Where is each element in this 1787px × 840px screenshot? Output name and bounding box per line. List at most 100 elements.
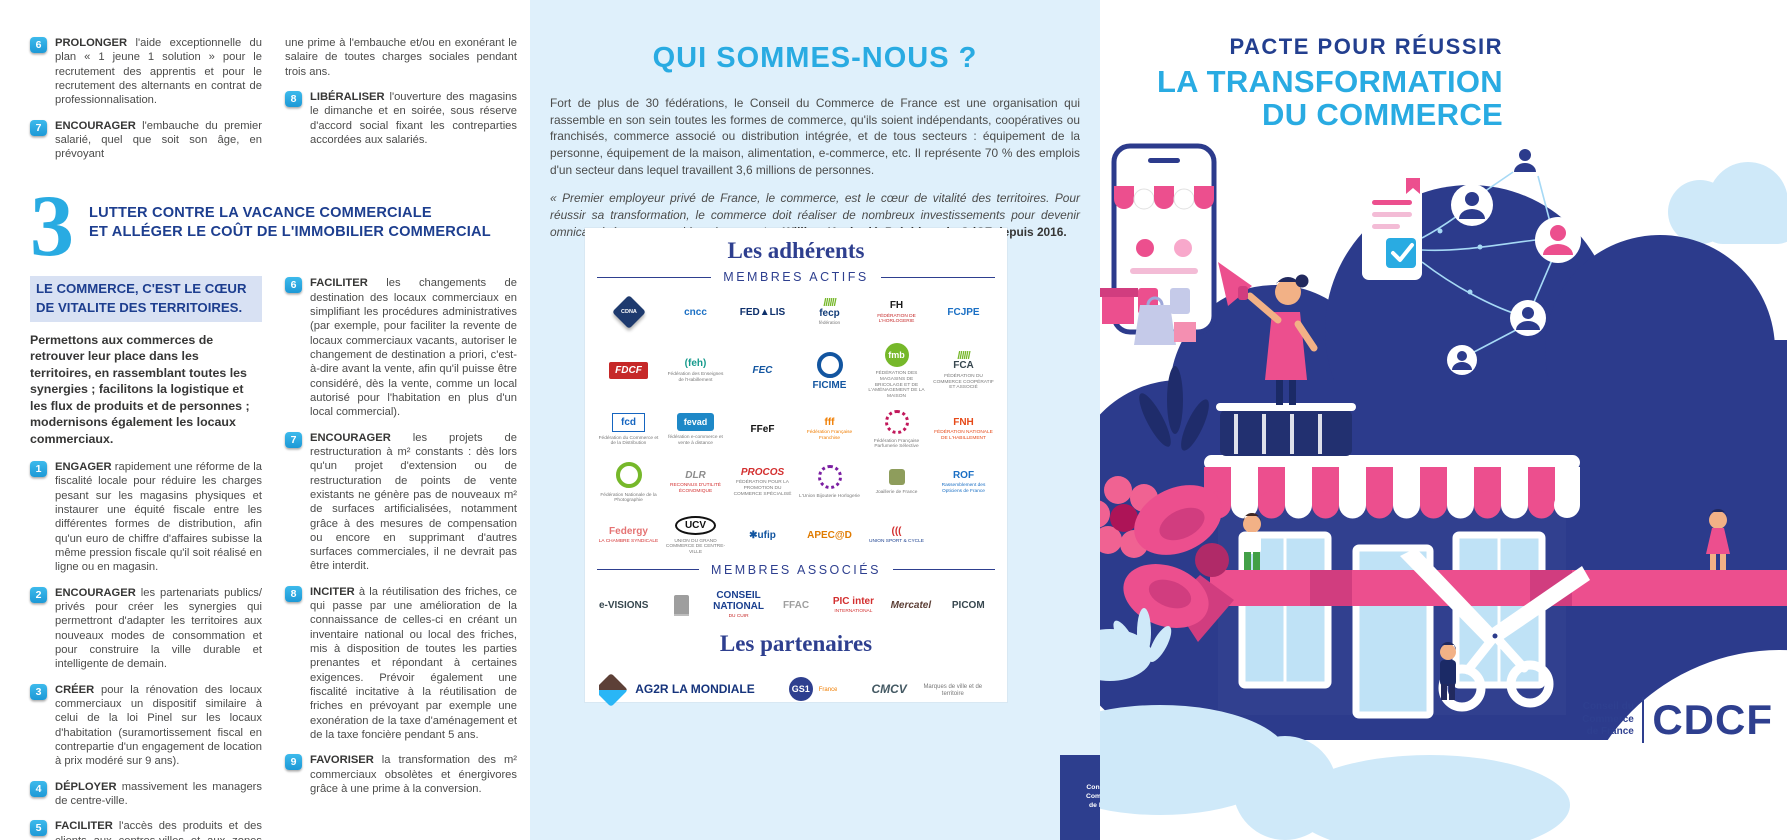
avatar-circle [1510, 300, 1546, 336]
partners-logo-row: AG2R LA MONDIALE GS1 France CMCV Marques de … [597, 663, 995, 717]
members-card: Les adhérents MEMBRES ACTIFS CDNA cncc FED… [585, 228, 1007, 707]
item-number-badge: 5 [30, 820, 47, 837]
associate-members-logo-grid: e-VISIONS CONSEIL NATIONAL DU CUIR FFAC PIC … [597, 583, 995, 629]
avatar-circle [1451, 184, 1493, 226]
network-lines [1421, 169, 1553, 353]
action-item-3: 3 CRÉER pour la rénovation des locaux co… [30, 683, 262, 769]
plant-leaves [1139, 366, 1209, 451]
network-dots [1437, 228, 1483, 295]
item-number-badge: 8 [285, 585, 302, 602]
logo-federgy: Federgy LA CHAMBRE SYNDICALE [598, 525, 659, 545]
action-item-text: FACILITER les changements de destination… [310, 277, 517, 419]
item-number-badge: 2 [30, 586, 47, 603]
highlight-statement: LE COMMERCE, C'EST LE CŒUR DE VITALITE D… [30, 276, 262, 322]
gift-boxes [1100, 288, 1196, 345]
figure-right [1706, 509, 1730, 570]
cloud-top-right [1668, 162, 1787, 244]
action-item-8: 8 INCITER à la réutilisation des friches… [285, 585, 517, 743]
section-3-header: 3 LUTTER CONTRE LA VACANCE COMMERCIALE E… [30, 177, 517, 275]
item-number-badge: 1 [30, 461, 47, 478]
logo-fec: FEC [752, 365, 773, 377]
logo-logo: Fédération Nationale de la Photographie [597, 460, 660, 506]
logo-apec-d: APEC@D [807, 529, 852, 541]
logo-ffac: FFAC [782, 599, 810, 611]
about-section: QUI SOMMES-NOUS ? Fort de plus de 30 féd… [530, 0, 1100, 240]
members-assoc-label: MEMBRES ASSOCIÉS [597, 563, 995, 577]
logo-ficime: FICIME [798, 343, 861, 400]
cover-title-transformation: LA TRANSFORMATION [1156, 64, 1503, 99]
action-item-text: ENCOURAGER les projets de restructuratio… [310, 431, 517, 573]
action-item-7: 7 ENCOURAGER les projets de restructurat… [285, 431, 517, 574]
phone-awning [1114, 186, 1214, 210]
cover-illustration [1100, 143, 1787, 840]
logo-fdcf: FDCF [597, 343, 660, 400]
logo-rof: ROF Rassemblement des Opticiens de France [941, 469, 986, 494]
logo-logo: L'Union Bijouterie Horlogerie [798, 460, 861, 506]
logo-ufip: ✱ufip [749, 529, 776, 541]
panel-left: 6 PROLONGER l'aide exceptionnelle du pla… [0, 0, 530, 840]
item-number-badge: 7 [285, 431, 302, 448]
logo-logo [654, 583, 707, 629]
logo-ffef: FFeF [750, 423, 775, 435]
action-item-text: CRÉER pour la rénovation des locaux comm… [55, 683, 262, 768]
action-item-text: ENCOURAGER l'embauche du premier salarié… [55, 119, 262, 161]
action-item-text: FACILITER l'accès des produits et des cl… [55, 820, 262, 840]
action-item-text: ENCOURAGER les partenariats publics/ pri… [55, 586, 262, 671]
logo-fcd: fcd Fédération du Commerce et de la Distr… [597, 407, 660, 453]
figure-door [1440, 642, 1456, 700]
logo-e-visions: e-VISIONS [598, 599, 649, 611]
action-item-text: FAVORISER la transformation des m² comme… [310, 754, 517, 796]
scissors-icon [1400, 548, 1590, 712]
logo-logo: Fédération Française Parfumerie Sélectiv… [865, 407, 928, 453]
main-column-1: LE COMMERCE, C'EST LE CŒUR DE VITALITE D… [30, 276, 262, 840]
storefront-awning [1204, 455, 1580, 519]
action-item-5: 5 FACILITER l'accès des produits et des … [30, 819, 262, 840]
item-number-badge: 3 [30, 683, 47, 700]
cover-title-line1: PACTE POUR RÉUSSIR [1229, 34, 1503, 59]
logo-fecp: //////fecp fédération [818, 296, 841, 327]
cdcf-logo-divider [1641, 697, 1645, 743]
logo-picom: PICOM [951, 599, 985, 611]
main-column-2-items: 6 FACILITER les changements de destinati… [285, 276, 517, 840]
logo-procos: PROCOS FÉDÉRATION POUR LA PROMOTION DU CO… [733, 466, 792, 497]
cdcf-logo-letters: CDCF [1652, 696, 1773, 743]
logo-conseil-national: CONSEIL NATIONAL DU CUIR [713, 590, 765, 620]
logo-feh: (feh) Fédération des Enseignes de l'Habil… [667, 358, 724, 383]
adherents-title: Les adhérents [727, 238, 865, 263]
item-number-badge: 7 [30, 119, 47, 136]
main-columns: LE COMMERCE, C'EST LE CŒUR DE VITALITE D… [30, 276, 517, 840]
megaphone-icon [1218, 262, 1252, 306]
ribbon-bow [1123, 485, 1234, 642]
item-7-continuation: une prime à l'embauche et/ou en exonéran… [285, 37, 517, 78]
avatar-network [1447, 143, 1581, 375]
blue-leaves [1113, 608, 1172, 662]
main-column-1-items: 1 ENGAGER rapidement une réforme de la f… [30, 460, 262, 840]
logo-ucv: UCV UNION DU GRAND COMMERCE DE CENTRE-VIL… [664, 513, 727, 559]
intro-paragraph: Permettons aux commerces de retrouver le… [30, 332, 250, 446]
item-number-badge: 8 [285, 90, 302, 107]
avatar-circle [1535, 217, 1581, 263]
logo-fh: FH FÉDÉRATION DE L'HORLOGERIE [877, 300, 916, 325]
action-item-4: 4 DÉPLOYER massivement les managers de c… [30, 780, 262, 809]
white-cloud-cut [1571, 650, 1787, 840]
item-number-badge: 4 [30, 780, 47, 797]
avatar-circle [1447, 345, 1477, 375]
logo-pic-inter: PIC inter INTERNATIONAL [832, 595, 874, 615]
top-columns: 6 PROLONGER l'aide exceptionnelle du pla… [30, 36, 517, 173]
logo-logo: Joaillerie de France [865, 460, 928, 506]
action-item-text: DÉPLOYER massivement les managers de cen… [55, 780, 262, 807]
top-column-2-items: 8 LIBÉRALISER l'ouverture des magasins l… [285, 90, 517, 147]
section-number: 3 [30, 177, 74, 275]
document-icon [1362, 178, 1422, 280]
action-item-6: 6 PROLONGER l'aide exceptionnelle du pla… [30, 36, 262, 108]
logo-fcjpe: FCJPE [947, 306, 980, 318]
panel-middle: QUI SOMMES-NOUS ? Fort de plus de 30 féd… [530, 0, 1630, 840]
logo-fff: fff Fédération Française Franchise [806, 416, 853, 441]
logo-ag2r-la-mondiale: AG2R LA MONDIALE [599, 670, 755, 710]
action-item-6: 6 FACILITER les changements de destinati… [285, 276, 517, 419]
logo-cdna: CDNA [597, 290, 660, 336]
item-number-badge: 6 [285, 277, 302, 294]
section-title: LUTTER CONTRE LA VACANCE COMMERCIALE ET … [89, 187, 491, 262]
